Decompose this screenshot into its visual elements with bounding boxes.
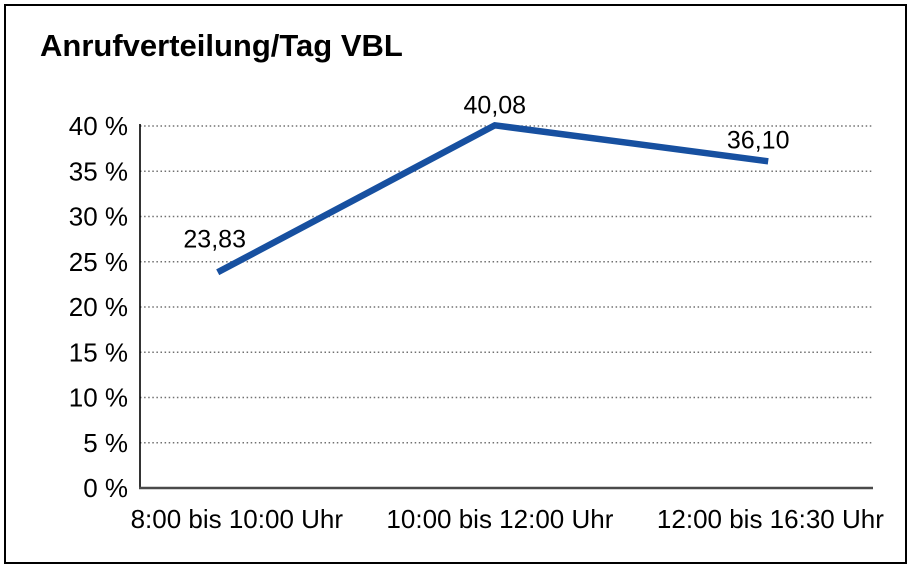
x-category-label: 8:00 bis 10:00 Uhr <box>131 504 344 534</box>
y-tick-label: 10 % <box>69 383 128 413</box>
x-category-label: 10:00 bis 12:00 Uhr <box>386 504 613 534</box>
y-tick-label: 40 % <box>69 111 128 141</box>
y-tick-label: 0 % <box>83 473 128 503</box>
series-line-group <box>216 121 769 276</box>
y-tick-label: 5 % <box>83 428 128 458</box>
data-labels: 23,83 40,08 36,10 <box>183 91 789 253</box>
y-tick-label: 25 % <box>69 247 128 277</box>
data-point-label: 40,08 <box>464 91 527 119</box>
y-tick-label: 30 % <box>69 202 128 232</box>
y-tick-label: 15 % <box>69 337 128 367</box>
gridlines <box>140 125 873 444</box>
chart-title: Anrufverteilung/Tag VBL <box>40 28 403 63</box>
data-point-label: 36,10 <box>727 126 790 154</box>
data-point-label: 23,83 <box>183 225 246 253</box>
y-axis-labels: 0 % 5 % 10 % 15 % 20 % 25 % 30 % 35 % 40 % <box>69 111 128 503</box>
series-line <box>216 121 769 276</box>
y-tick-label: 35 % <box>69 156 128 186</box>
x-axis-labels: 8:00 bis 10:00 Uhr 10:00 bis 12:00 Uhr 12:… <box>131 504 885 534</box>
y-tick-label: 20 % <box>69 292 128 322</box>
x-category-label: 12:00 bis 16:30 Uhr <box>657 504 884 534</box>
axes <box>139 124 873 490</box>
